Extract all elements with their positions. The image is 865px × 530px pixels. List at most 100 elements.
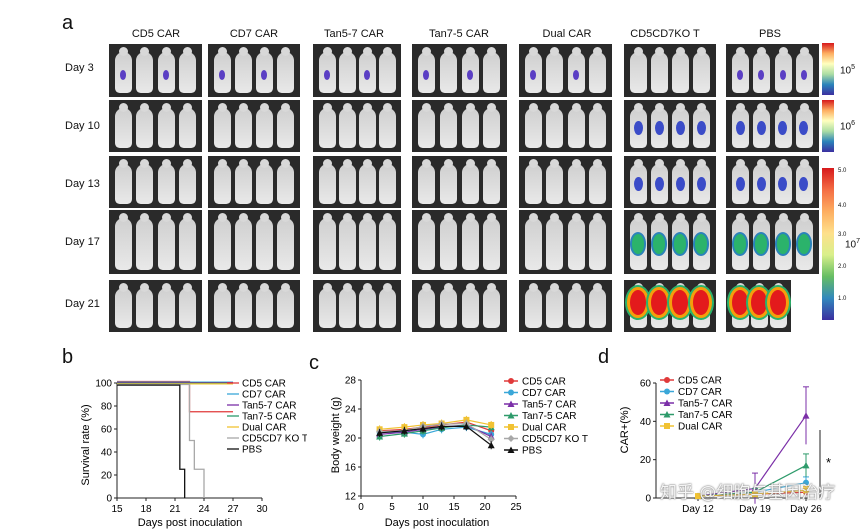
- luminescence-signal: [732, 289, 748, 316]
- mouse-image-panel: [109, 280, 202, 332]
- car-positive-x-tick-label: Day 12: [682, 504, 714, 515]
- body-weight-y-tick-label: 24: [345, 405, 357, 416]
- car-positive-point: [802, 461, 810, 469]
- mouse-silhouette: [214, 213, 231, 270]
- car-positive-x-tick-label: Day 19: [739, 504, 771, 515]
- body-weight-x-tick-label: 0: [358, 502, 364, 513]
- luminescence-signal: [364, 70, 370, 81]
- mouse-silhouette: [359, 213, 376, 270]
- body-weight-x-tick-label: 5: [389, 502, 395, 513]
- mouse-silhouette: [546, 103, 564, 148]
- luminescence-signal: [695, 234, 707, 254]
- survival-xlabel: Days post inoculation: [138, 517, 243, 529]
- luminescence-signal: [530, 70, 536, 81]
- mouse-silhouette: [483, 103, 501, 148]
- mouse-image-panel: [208, 210, 300, 274]
- colorbar-1e6: [822, 100, 834, 152]
- luminescence-signal: [758, 70, 765, 81]
- mouse-silhouette: [525, 159, 542, 204]
- car-positive-chart: CAR+(%) * Day 12 Day 19 Day 26 0 20 40 60 CD5 …: [619, 376, 831, 516]
- luminescence-signal: [735, 120, 745, 136]
- mouse-image-panel: [624, 44, 716, 97]
- survival-x-tick-label: 15: [111, 504, 123, 515]
- survival-legend-label: CD7 CAR: [242, 390, 286, 401]
- car-positive-point: [695, 493, 701, 500]
- mouse-silhouette: [588, 47, 606, 93]
- body-weight-legend-point: [507, 412, 515, 419]
- mouse-silhouette: [136, 47, 154, 93]
- colorbar-1e7: [822, 168, 834, 320]
- panel-letter-d: d: [598, 346, 610, 368]
- luminescence-signal: [696, 120, 706, 136]
- colorbar-1e7-tick-1: 1.0: [838, 296, 847, 302]
- mouse-silhouette: [115, 213, 132, 270]
- car-positive-ylabel: CAR+(%): [619, 407, 631, 454]
- survival-x-tick-label: 21: [169, 504, 181, 515]
- column-header-pbs: PBS: [758, 28, 781, 40]
- mouse-image-panel: [624, 100, 716, 152]
- mouse-image-panel: [313, 156, 401, 208]
- mouse-silhouette: [483, 159, 501, 204]
- mouse-image-panel: [519, 44, 612, 97]
- mouse-silhouette: [235, 103, 252, 148]
- mouse-silhouette: [178, 213, 196, 270]
- mouse-silhouette: [277, 47, 294, 93]
- mouse-image-panel: [313, 100, 401, 152]
- luminescence-signal: [219, 70, 225, 81]
- mouse-image-panel: [313, 210, 401, 274]
- column-header-tan7-5-car: Tan7-5 CAR: [429, 28, 489, 40]
- body-weight-legend-point: [508, 389, 514, 396]
- mouse-image-panel: [208, 44, 300, 97]
- mouse-silhouette: [546, 47, 564, 93]
- mouse-silhouette: [567, 103, 585, 148]
- luminescence-signal: [756, 120, 766, 136]
- mouse-silhouette: [588, 159, 606, 204]
- car-positive-legend-label: Tan7-5 CAR: [678, 410, 732, 421]
- car-positive-y-tick-label: 40: [640, 417, 652, 428]
- mouse-image-panel: [109, 100, 202, 152]
- body-weight-legend-label: Dual CAR: [522, 423, 566, 434]
- car-positive-y-tick-label: 60: [640, 379, 652, 390]
- luminescence-signal: [756, 176, 766, 192]
- car-positive-point: [752, 491, 758, 498]
- row-label-day-21: Day 21: [65, 298, 100, 310]
- mouse-silhouette: [483, 283, 501, 328]
- survival-x-tick-label: 24: [198, 504, 210, 515]
- body-weight-point: [487, 435, 495, 443]
- car-positive-legend-label: Tan5-7 CAR: [678, 399, 732, 410]
- survival-y-tick-label: 0: [106, 494, 112, 505]
- mouse-silhouette: [379, 103, 396, 148]
- mouse-silhouette: [256, 103, 273, 148]
- luminescence-signal: [633, 120, 643, 136]
- mouse-silhouette: [567, 213, 585, 270]
- body-weight-x-tick-label: 20: [479, 502, 491, 513]
- mouse-silhouette: [418, 103, 435, 148]
- car-positive-legend-label: CD7 CAR: [678, 387, 722, 398]
- column-header-tan5-7-car: Tan5-7 CAR: [324, 28, 384, 40]
- survival-y-tick-label: 60: [101, 425, 113, 436]
- luminescence-signal: [466, 70, 473, 81]
- colorbar-1e6-label: 106: [840, 120, 856, 133]
- mouse-image-panel: [624, 210, 716, 274]
- mouse-silhouette: [379, 213, 396, 270]
- luminescence-signal: [734, 234, 746, 254]
- mouse-image-panel: [109, 210, 202, 274]
- luminescence-signal: [751, 289, 767, 316]
- body-weight-point: [438, 422, 446, 430]
- mouse-silhouette: [651, 47, 668, 93]
- mouse-silhouette: [567, 283, 585, 328]
- mouse-silhouette: [630, 47, 647, 93]
- luminescence-signal: [423, 70, 429, 81]
- luminescence-signal: [776, 234, 789, 254]
- body-weight-legend-label: CD7 CAR: [522, 388, 566, 399]
- body-weight-legend-label: CD5CD7 KO T: [522, 434, 588, 445]
- mouse-silhouette: [157, 159, 175, 204]
- mouse-silhouette: [379, 47, 396, 93]
- car-positive-legend-label: CD5 CAR: [678, 376, 722, 387]
- survival-legend-label: Tan5-7 CAR: [242, 401, 296, 412]
- body-weight-legend-point: [507, 435, 515, 442]
- luminescence-signal: [572, 70, 579, 81]
- body-weight-legend-label: Tan5-7 CAR: [522, 400, 576, 411]
- mouse-silhouette: [418, 213, 435, 270]
- mouse-silhouette: [483, 47, 501, 93]
